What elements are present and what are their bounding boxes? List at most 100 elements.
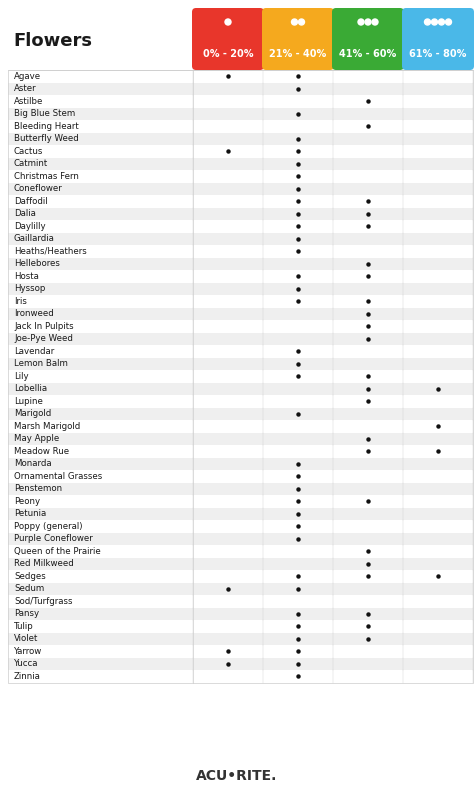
Bar (8, 470, 473, 483)
Bar (8, 607, 473, 620)
Bar (8, 545, 473, 557)
Bar (8, 270, 473, 283)
Bar (8, 220, 473, 233)
Bar (8, 133, 473, 145)
Bar (8, 533, 473, 545)
Bar (8, 507, 473, 520)
Bar (8, 233, 473, 245)
Bar (8, 157, 473, 170)
Bar (8, 70, 473, 683)
Circle shape (446, 19, 452, 25)
Text: Flowers: Flowers (13, 32, 92, 50)
Text: 61% - 80%: 61% - 80% (410, 49, 467, 59)
Bar (8, 70, 473, 83)
Bar (8, 83, 473, 95)
Text: Lemon Balm: Lemon Balm (14, 359, 68, 368)
FancyBboxPatch shape (332, 8, 404, 70)
Text: Marigold: Marigold (14, 409, 51, 418)
Bar (8, 333, 473, 345)
Bar (8, 120, 473, 133)
Bar (8, 395, 473, 407)
Text: Sedges: Sedges (14, 572, 46, 580)
FancyBboxPatch shape (192, 8, 264, 70)
Text: Zinnia: Zinnia (14, 672, 41, 680)
Bar (8, 657, 473, 670)
Text: 21% - 40%: 21% - 40% (269, 49, 327, 59)
Bar (8, 257, 473, 270)
Text: 41% - 60%: 41% - 60% (339, 49, 397, 59)
Bar (8, 645, 473, 657)
Bar (8, 495, 473, 507)
Text: Yarrow: Yarrow (14, 647, 42, 656)
Text: Pansy: Pansy (14, 609, 39, 619)
Text: Penstemon: Penstemon (14, 484, 62, 493)
Text: Big Blue Stem: Big Blue Stem (14, 110, 75, 118)
Bar (8, 345, 473, 357)
Bar (8, 183, 473, 195)
Bar (8, 595, 473, 607)
Text: May Apple: May Apple (14, 434, 59, 443)
Circle shape (365, 19, 371, 25)
Bar (8, 557, 473, 570)
Bar (8, 383, 473, 395)
Text: Sod/Turfgrass: Sod/Turfgrass (14, 597, 73, 606)
Text: Gaillardia: Gaillardia (14, 234, 55, 243)
Bar (8, 633, 473, 645)
Bar (8, 570, 473, 583)
Text: Lobellia: Lobellia (14, 384, 47, 393)
Text: Yucca: Yucca (14, 659, 38, 669)
Text: Cactus: Cactus (14, 147, 44, 156)
Text: Joe-Pye Weed: Joe-Pye Weed (14, 334, 73, 343)
Text: Hosta: Hosta (14, 272, 39, 281)
Text: Lavendar: Lavendar (14, 347, 54, 356)
Bar (8, 170, 473, 183)
Bar (8, 483, 473, 495)
Bar (8, 445, 473, 457)
Bar (8, 433, 473, 445)
Text: Peony: Peony (14, 497, 40, 506)
Bar (8, 295, 473, 307)
Bar (8, 245, 473, 257)
Text: Queen of the Prairie: Queen of the Prairie (14, 547, 101, 556)
Text: Aster: Aster (14, 84, 36, 93)
Text: Astilbe: Astilbe (14, 97, 44, 106)
Text: Christmas Fern: Christmas Fern (14, 172, 79, 181)
Bar (8, 457, 473, 470)
Text: Petunia: Petunia (14, 509, 46, 518)
Text: ACU•RITE.: ACU•RITE. (196, 769, 278, 783)
Bar (8, 95, 473, 107)
Text: Poppy (general): Poppy (general) (14, 522, 82, 530)
Bar (8, 145, 473, 157)
Bar (8, 583, 473, 595)
Text: Red Milkweed: Red Milkweed (14, 559, 74, 569)
Bar (8, 307, 473, 320)
Text: Monarda: Monarda (14, 459, 52, 468)
Text: Ornamental Grasses: Ornamental Grasses (14, 472, 102, 480)
Text: Hyssop: Hyssop (14, 284, 46, 293)
Text: 0% - 20%: 0% - 20% (203, 49, 253, 59)
Circle shape (358, 19, 364, 25)
Circle shape (372, 19, 378, 25)
Text: Lily: Lily (14, 372, 28, 381)
Text: Jack In Pulpits: Jack In Pulpits (14, 322, 73, 331)
Bar (8, 195, 473, 207)
Circle shape (299, 19, 304, 25)
Text: Sedum: Sedum (14, 584, 44, 593)
Text: Iris: Iris (14, 297, 27, 306)
Circle shape (425, 19, 430, 25)
Circle shape (225, 19, 231, 25)
Text: Ironweed: Ironweed (14, 309, 54, 318)
Bar (8, 420, 473, 433)
Text: Lupine: Lupine (14, 397, 43, 406)
Text: Marsh Marigold: Marsh Marigold (14, 422, 80, 431)
Text: Daylilly: Daylilly (14, 222, 46, 231)
Text: Meadow Rue: Meadow Rue (14, 447, 69, 456)
Bar (8, 520, 473, 533)
Bar (8, 670, 473, 683)
Text: Bleeding Heart: Bleeding Heart (14, 121, 79, 131)
Text: Heaths/Heathers: Heaths/Heathers (14, 247, 87, 256)
Text: Dalia: Dalia (14, 210, 36, 218)
Text: Catmint: Catmint (14, 160, 48, 168)
Bar (8, 283, 473, 295)
Text: Coneflower: Coneflower (14, 184, 63, 193)
